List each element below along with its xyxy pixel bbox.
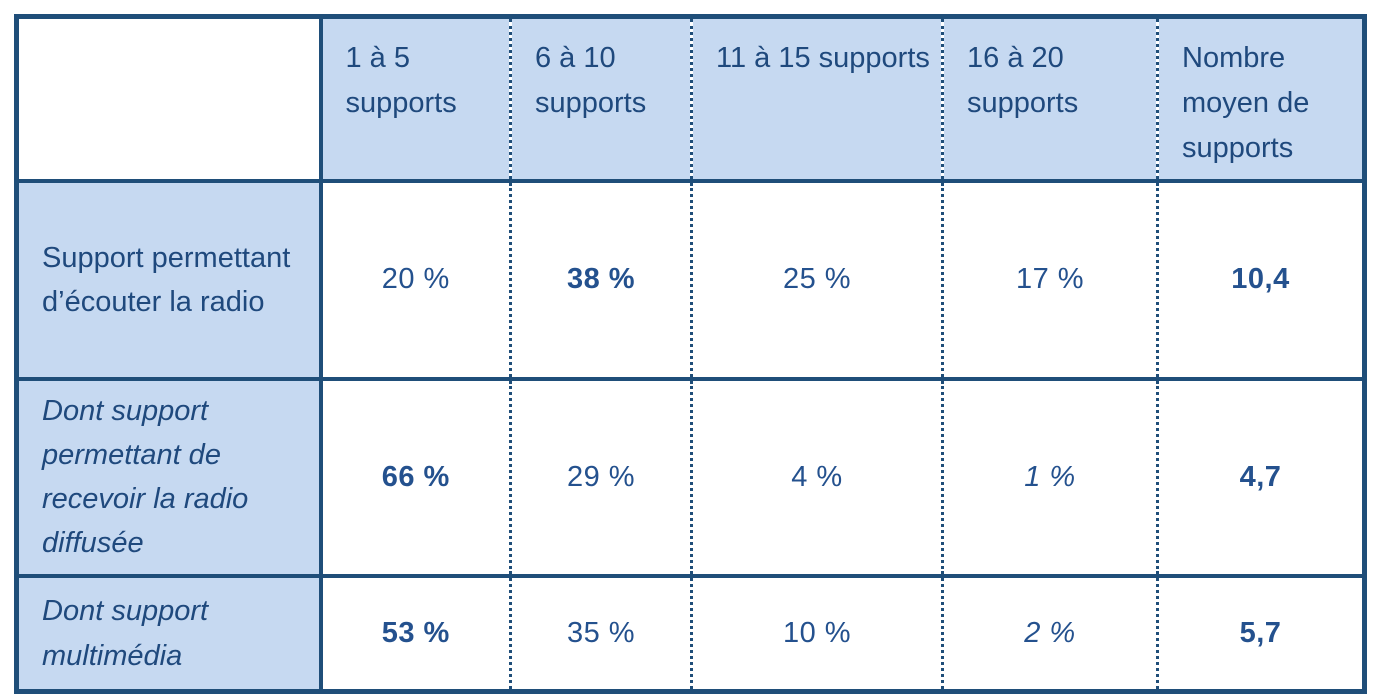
column-header-6-10: 6 à 10 supports bbox=[509, 14, 692, 181]
supports-table: 1 à 5 supports 6 à 10 supports 11 à 15 s… bbox=[14, 14, 1367, 695]
value-cell: 5,7 bbox=[1156, 573, 1365, 692]
value-cell: 53 % bbox=[319, 573, 511, 692]
table-row: Support permettant d’écouter la radio 20… bbox=[16, 178, 1365, 379]
value-cell: 4 % bbox=[690, 376, 943, 576]
table-row: Dont support permettant de recevoir la r… bbox=[16, 376, 1365, 576]
value-cell: 20 % bbox=[319, 178, 511, 379]
row-label: Dont support permettant de recevoir la r… bbox=[16, 376, 323, 576]
column-header-1-5: 1 à 5 supports bbox=[319, 14, 511, 181]
corner-cell bbox=[16, 14, 323, 181]
value-cell: 25 % bbox=[690, 178, 943, 379]
value-cell: 17 % bbox=[941, 178, 1158, 379]
value-cell: 4,7 bbox=[1156, 376, 1365, 576]
value-cell: 29 % bbox=[509, 376, 692, 576]
row-label: Dont support multimédia bbox=[16, 573, 323, 692]
column-header-16-20: 16 à 20 supports bbox=[941, 14, 1158, 181]
value-cell: 10 % bbox=[690, 573, 943, 692]
value-cell: 66 % bbox=[319, 376, 511, 576]
value-cell: 35 % bbox=[509, 573, 692, 692]
column-header-average: Nombre moyen de supports bbox=[1156, 14, 1365, 181]
value-cell: 1 % bbox=[941, 376, 1158, 576]
value-cell: 2 % bbox=[941, 573, 1158, 692]
column-header-11-15: 11 à 15 supports bbox=[690, 14, 943, 181]
row-label: Support permettant d’écouter la radio bbox=[16, 178, 323, 379]
table-row: Dont support multimédia 53 % 35 % 10 % 2… bbox=[16, 573, 1365, 692]
header-row: 1 à 5 supports 6 à 10 supports 11 à 15 s… bbox=[16, 14, 1365, 181]
value-cell: 38 % bbox=[509, 178, 692, 379]
value-cell: 10,4 bbox=[1156, 178, 1365, 379]
